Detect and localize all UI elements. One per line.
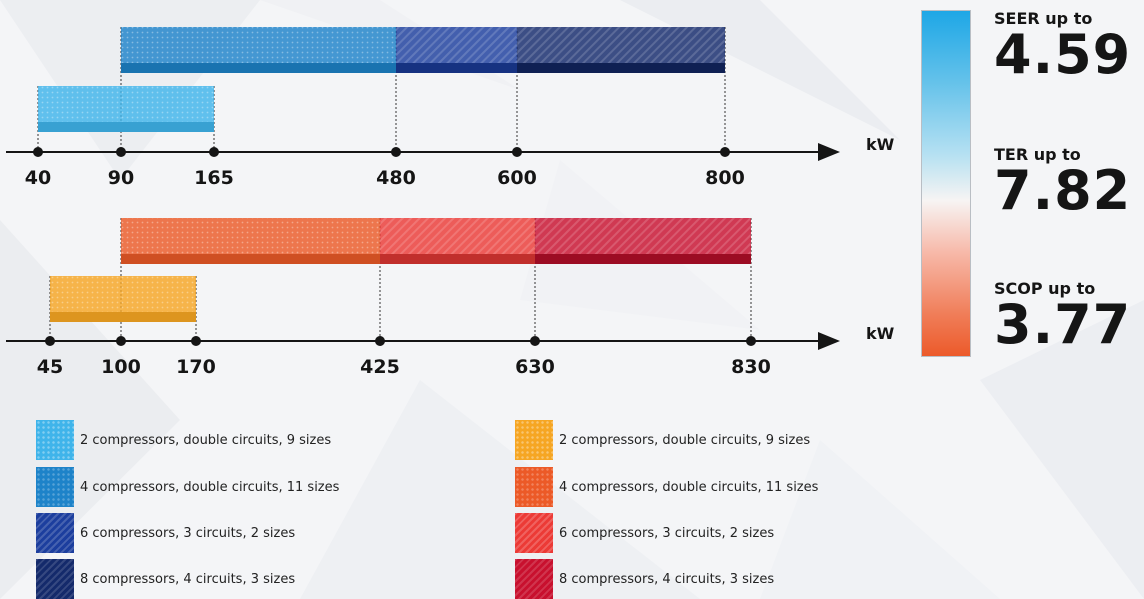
legend-item-cooling-8-compressors: 8 compressors, 4 circuits, 3 sizes: [36, 559, 295, 599]
range-bar-heating-1: [121, 218, 380, 264]
legend-swatch: [515, 467, 553, 507]
legend-label: 6 compressors, 3 circuits, 2 sizes: [559, 525, 775, 541]
range-bar-cooling-3: [517, 27, 725, 73]
legend-swatch: [36, 420, 74, 460]
range-bar-cooling-0: [38, 86, 214, 132]
legend-label: 8 compressors, 4 circuits, 3 sizes: [559, 571, 775, 587]
tick-dot: [209, 147, 219, 157]
range-bar-heating-0: [50, 276, 196, 322]
legend-swatch: [515, 559, 553, 599]
axis-unit-label: kW: [866, 135, 895, 154]
axis-unit-label: kW: [866, 324, 895, 343]
tick-label: 800: [705, 167, 745, 189]
tick-dot: [116, 336, 126, 346]
heating-range-chart: kW 45 100 170 425 630 830: [6, 218, 895, 378]
cooling-range-chart: kW 40 90 165 480 600 800: [6, 27, 895, 189]
tick-label: 90: [108, 167, 134, 189]
tick-label: 830: [731, 356, 771, 378]
axis-arrow-icon: [818, 332, 840, 350]
legend-item-cooling-2-compressors: 2 compressors, double circuits, 9 sizes: [36, 420, 331, 460]
legend-label: 2 compressors, double circuits, 9 sizes: [559, 432, 811, 448]
legend-item-heating-8-compressors: 8 compressors, 4 circuits, 3 sizes: [515, 559, 774, 599]
range-bar-cooling-2: [396, 27, 517, 73]
tick-label: 600: [497, 167, 537, 189]
tick-dot: [33, 147, 43, 157]
legend-label: 6 compressors, 3 circuits, 2 sizes: [80, 525, 296, 541]
legend-swatch: [515, 420, 553, 460]
tick-dot: [512, 147, 522, 157]
stat-ter-value: 7.82: [994, 159, 1132, 222]
stat-scop-value: 3.77: [994, 293, 1132, 356]
legend-label: 8 compressors, 4 circuits, 3 sizes: [80, 571, 296, 587]
stat-seer-label: SEER up to: [994, 9, 1093, 28]
legend-label: 2 compressors, double circuits, 9 sizes: [80, 432, 332, 448]
stat-seer-value: 4.59: [994, 23, 1132, 86]
tick-dot: [375, 336, 385, 346]
legend-swatch: [36, 513, 74, 553]
tick-dot: [746, 336, 756, 346]
legend-swatch: [36, 559, 74, 599]
tick-dot: [391, 147, 401, 157]
stat-scop: SCOP up to 3.77: [994, 280, 1131, 352]
tick-dot: [116, 147, 126, 157]
tick-label: 425: [360, 356, 400, 378]
tick-label: 40: [25, 167, 51, 189]
range-bar-heating-3: [535, 218, 751, 264]
tick-label: 100: [101, 356, 141, 378]
tick-dot: [45, 336, 55, 346]
range-bar-cooling-1: [121, 27, 396, 73]
axis-arrow-icon: [818, 143, 840, 161]
legend-item-heating-2-compressors: 2 compressors, double circuits, 9 sizes: [515, 420, 810, 460]
stat-ter: TER up to 7.82: [994, 146, 1131, 218]
legend-item-heating-4-compressors: 4 compressors, double circuits, 11 sizes: [515, 467, 818, 507]
stat-scop-label: SCOP up to: [994, 279, 1096, 298]
tick-label: 45: [37, 356, 63, 378]
legend-label: 4 compressors, double circuits, 11 sizes: [80, 479, 340, 495]
range-bar-heating-2: [380, 218, 535, 264]
stat-ter-label: TER up to: [994, 145, 1081, 164]
tick-label: 630: [515, 356, 555, 378]
tick-dot: [191, 336, 201, 346]
tick-label: 170: [176, 356, 216, 378]
capacity-range-chart: kW 40 90 165 480 600 800 kW 45 100 170 425 630 830: [6, 27, 895, 378]
legend-item-heating-6-compressors: 6 compressors, 3 circuits, 2 sizes: [515, 513, 774, 553]
efficiency-gradient-bar: [921, 10, 971, 357]
tick-label: 480: [376, 167, 416, 189]
legend-swatch: [515, 513, 553, 553]
legend-swatch: [36, 467, 74, 507]
stat-seer: SEER up to 4.59: [994, 10, 1131, 82]
tick-dot: [530, 336, 540, 346]
tick-label: 165: [194, 167, 234, 189]
legend-item-cooling-4-compressors: 4 compressors, double circuits, 11 sizes: [36, 467, 339, 507]
tick-dot: [720, 147, 730, 157]
legend-label: 4 compressors, double circuits, 11 sizes: [559, 479, 819, 495]
legend-item-cooling-6-compressors: 6 compressors, 3 circuits, 2 sizes: [36, 513, 295, 553]
